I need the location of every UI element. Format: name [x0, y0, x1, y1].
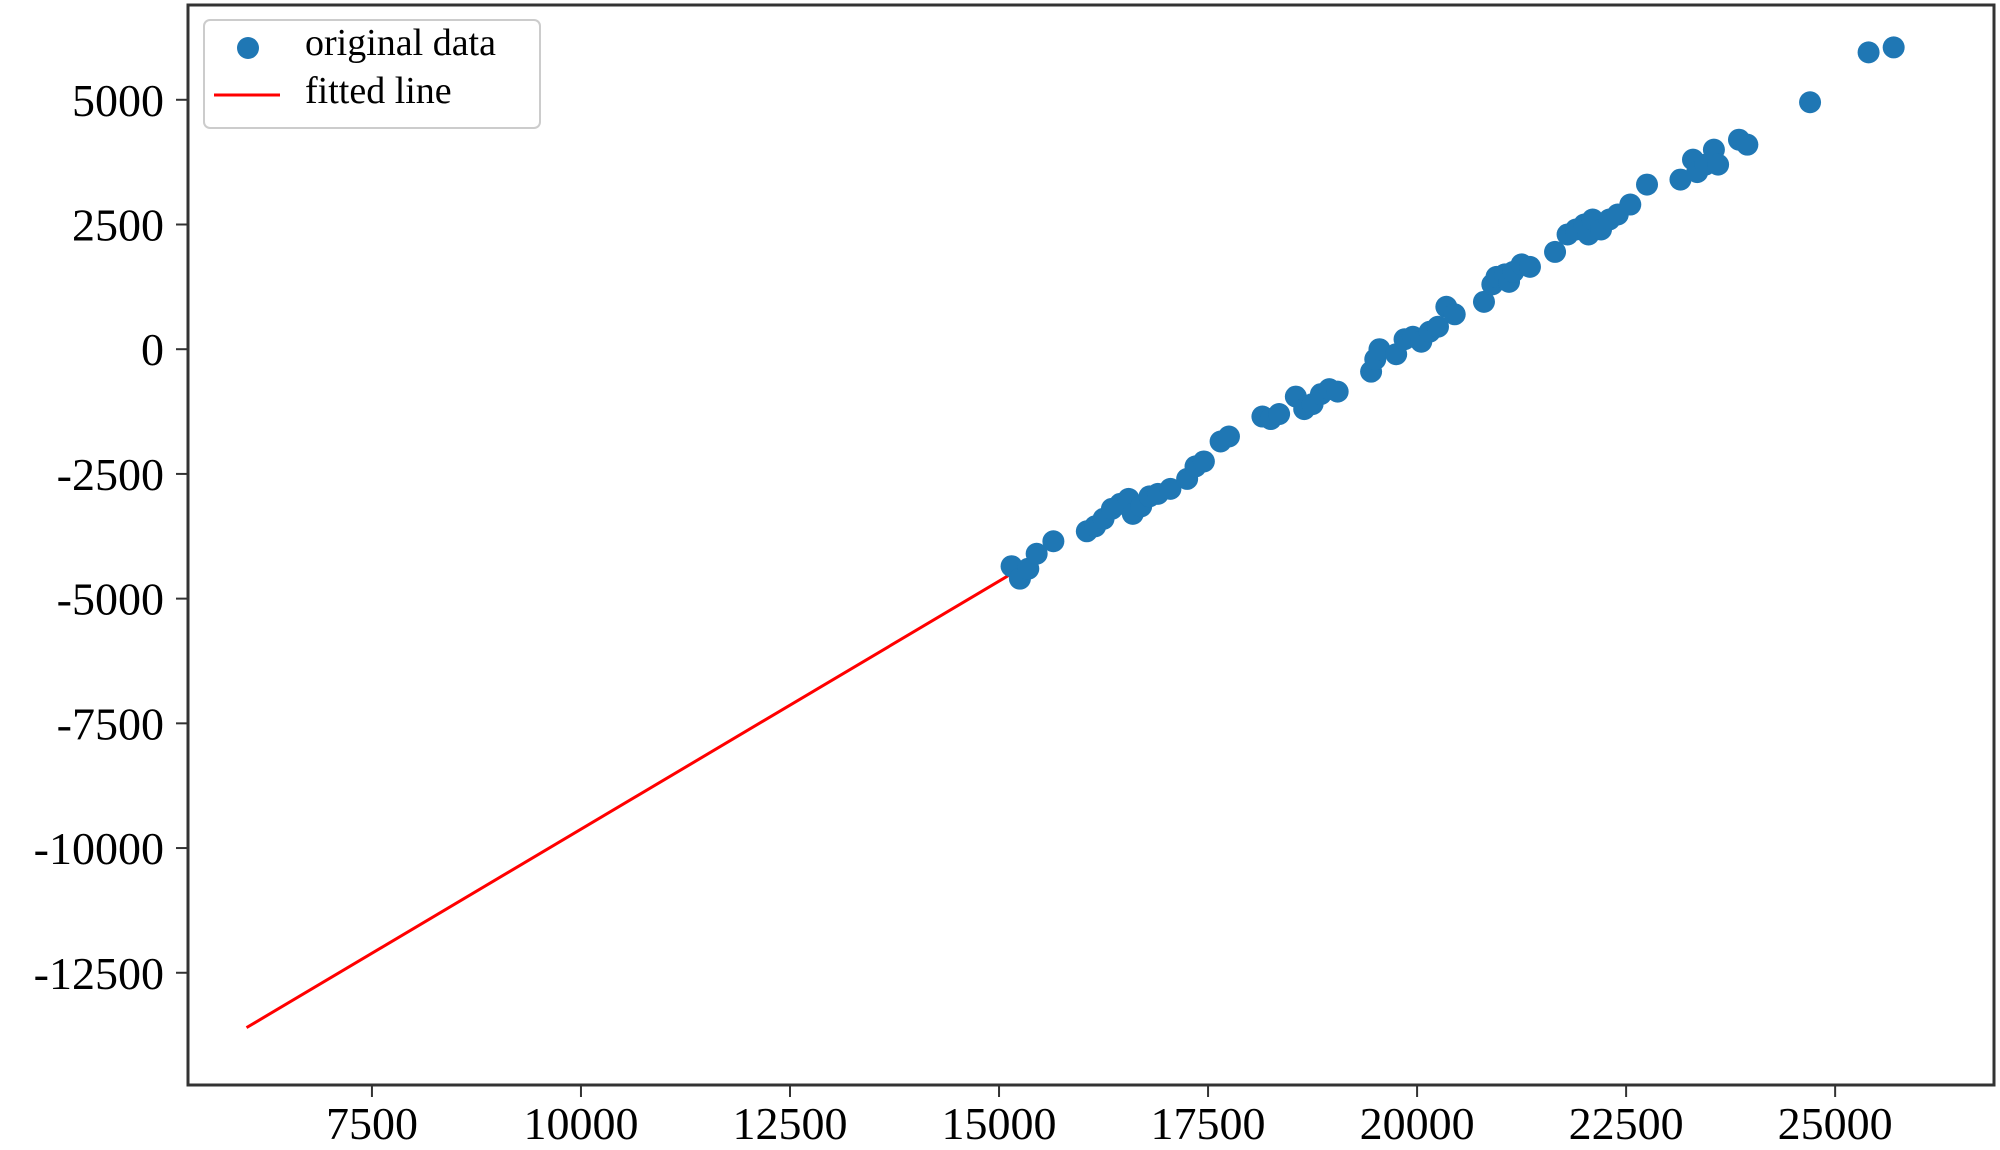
data-point — [1544, 240, 1567, 263]
x-tick-label: 7500 — [326, 1098, 418, 1149]
x-tick-label: 20000 — [1360, 1098, 1475, 1149]
y-tick-label: -10000 — [34, 823, 164, 874]
data-point — [1042, 530, 1065, 553]
data-point — [1472, 290, 1495, 313]
data-point — [1799, 91, 1822, 114]
y-tick-label: -2500 — [57, 449, 164, 500]
x-tick-label: 12500 — [733, 1098, 848, 1149]
y-tick-label: 0 — [141, 324, 164, 375]
data-point — [1326, 380, 1349, 403]
data-point — [1368, 338, 1391, 361]
y-tick-label: -7500 — [57, 698, 164, 749]
data-point — [1857, 41, 1880, 64]
legend-frame — [203, 19, 541, 129]
legend: original data fitted line — [203, 19, 541, 129]
y-tick-label: 2500 — [72, 199, 164, 250]
fitted-line — [245, 572, 1013, 1029]
fitted-line-series — [245, 572, 1013, 1029]
data-point — [1268, 403, 1291, 426]
data-point — [1707, 153, 1730, 176]
data-point — [1443, 303, 1466, 326]
legend-scatter-marker — [237, 37, 259, 59]
data-point — [1882, 36, 1905, 59]
data-point — [1192, 450, 1215, 473]
y-tick-label: 5000 — [72, 75, 164, 126]
y-axis: 5000 2500 0 -2500 -5000 -7500 -10000 -12500 — [34, 75, 188, 999]
x-tick-label: 10000 — [523, 1098, 638, 1149]
x-tick-label: 22500 — [1569, 1098, 1684, 1149]
legend-label-original-data: original data — [305, 22, 496, 64]
data-point — [1619, 193, 1642, 216]
x-tick-label: 17500 — [1151, 1098, 1266, 1149]
original-data-series — [1000, 36, 1905, 590]
data-point — [1636, 173, 1659, 196]
data-point — [1025, 542, 1048, 565]
data-point — [1159, 477, 1182, 500]
data-point — [1426, 315, 1449, 338]
y-tick-label: -12500 — [34, 948, 164, 999]
x-tick-label: 15000 — [942, 1098, 1057, 1149]
data-point — [1518, 255, 1541, 278]
x-tick-label: 25000 — [1778, 1098, 1893, 1149]
x-axis: 7500 10000 12500 15000 17500 20000 22500 25000 — [326, 1085, 1893, 1149]
plot-area — [186, 3, 1996, 1087]
data-point — [1736, 133, 1759, 156]
legend-label-fitted-line: fitted line — [305, 70, 452, 112]
y-tick-label: -5000 — [57, 574, 164, 625]
data-point — [1669, 168, 1692, 191]
data-point — [1217, 425, 1240, 448]
